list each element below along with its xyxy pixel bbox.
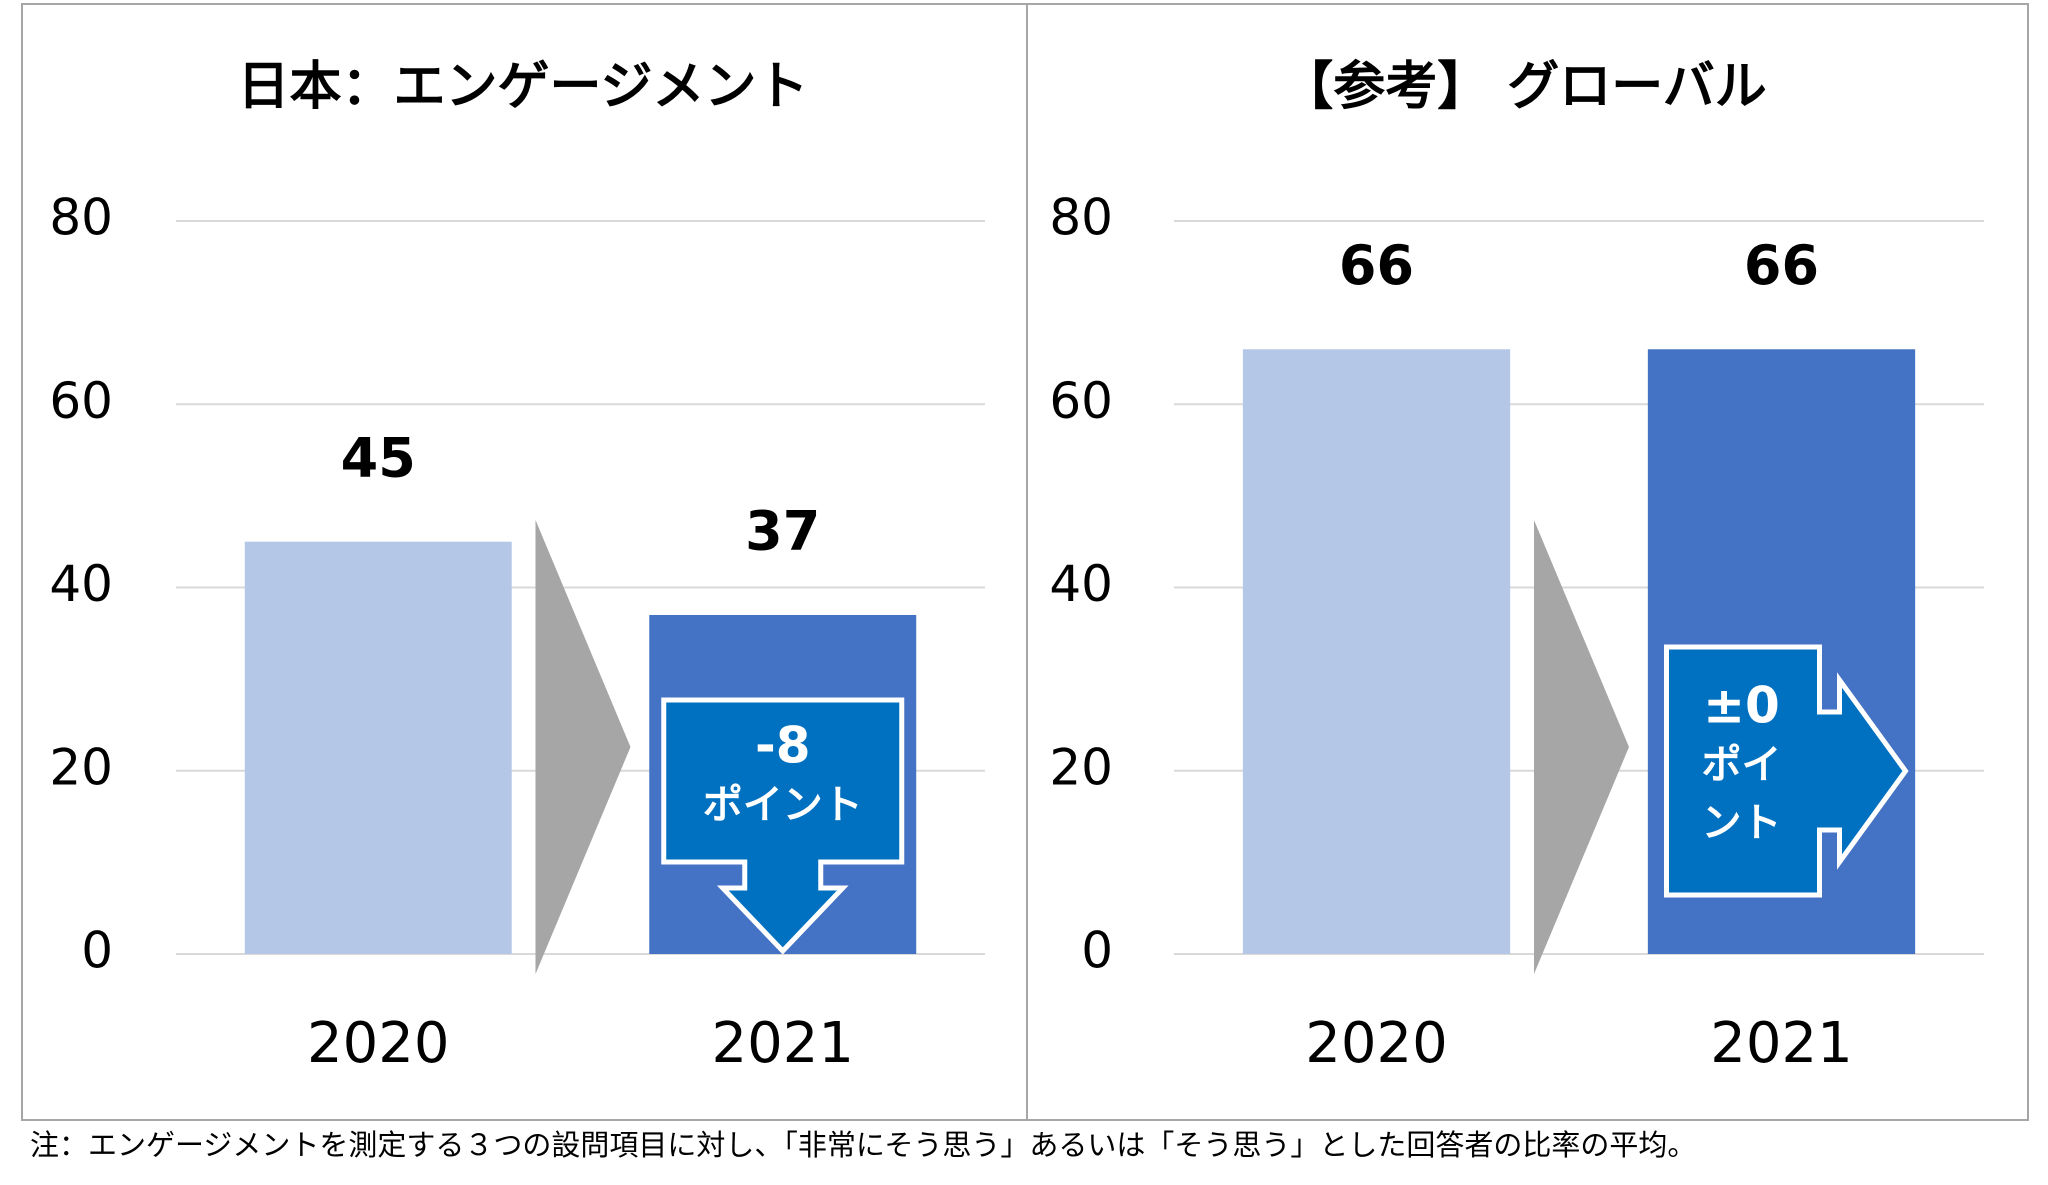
arrow	[1534, 520, 1629, 974]
annotation: ポイ	[1702, 742, 1782, 788]
callout	[661, 697, 905, 955]
annotation: ポイント	[703, 782, 863, 828]
y-tick-label: 80	[49, 189, 113, 247]
y-tick-label: 40	[1049, 555, 1113, 613]
y-tick-label: 80	[1049, 189, 1113, 247]
y-tick-label: 20	[49, 738, 113, 796]
value-label: 45	[341, 426, 416, 489]
y-tick-label: 40	[49, 555, 113, 613]
frame	[21, 3, 2029, 1121]
bar	[244, 541, 512, 954]
y-tick-label: 20	[1049, 738, 1113, 796]
y-tick-label: 60	[49, 372, 113, 430]
chart-title: 日本：エンゲージメント	[238, 57, 809, 117]
annotation: ±0	[1703, 677, 1780, 735]
arrow	[535, 520, 631, 974]
value-label: 66	[1744, 234, 1819, 297]
value-label: 66	[1339, 234, 1414, 297]
y-tick-label: 0	[81, 922, 113, 980]
chart-title: 【参考】 グローバル	[1281, 57, 1767, 117]
x-tick-label: 2020	[307, 1011, 450, 1076]
x-tick-label: 2021	[711, 1011, 854, 1076]
annotation: ント	[1702, 800, 1782, 846]
value-label: 37	[745, 500, 820, 563]
annotation: -8	[755, 717, 811, 775]
x-tick-label: 2020	[1305, 1011, 1448, 1076]
x-tick-label: 2021	[1710, 1011, 1853, 1076]
y-tick-label: 60	[1049, 372, 1113, 430]
y-tick-label: 0	[1081, 922, 1113, 980]
footnote: 注：エンゲージメントを測定する３つの設問項目に対し、「非常にそう思う」あるいは「…	[30, 1128, 1696, 1162]
callout	[1664, 644, 1909, 898]
bar	[1242, 349, 1511, 954]
